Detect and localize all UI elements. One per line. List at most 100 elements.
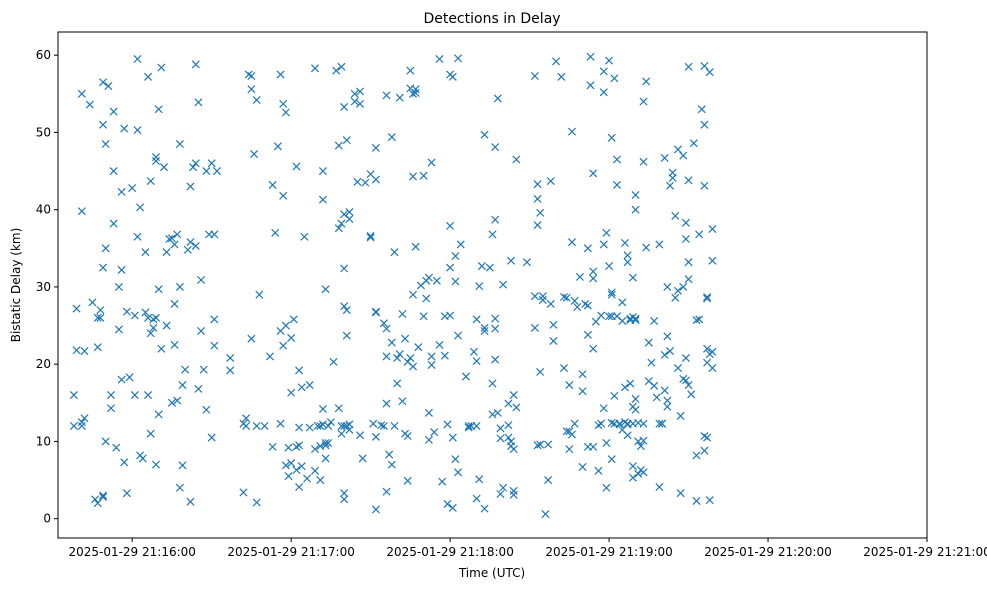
data-point <box>499 280 508 289</box>
data-point <box>96 306 105 315</box>
data-point <box>146 429 155 438</box>
data-point <box>109 167 118 176</box>
x-tick-label: 2025-01-29 21:16:00 <box>68 545 195 559</box>
data-point <box>297 383 306 392</box>
data-point <box>242 421 251 431</box>
data-point <box>708 224 717 234</box>
data-point <box>456 240 465 249</box>
plot-frame <box>57 31 928 539</box>
data-point <box>128 184 137 193</box>
data-point <box>99 493 108 502</box>
data-point <box>618 298 627 307</box>
data-point <box>284 443 293 452</box>
data-point <box>602 228 611 237</box>
data-point <box>138 454 147 463</box>
data-point <box>77 421 86 431</box>
data-point <box>342 136 351 145</box>
data-point <box>408 172 418 181</box>
data-point <box>252 498 261 507</box>
data-point <box>130 311 139 320</box>
data-point <box>210 341 219 350</box>
data-point <box>281 108 290 117</box>
data-point <box>390 421 399 431</box>
data-point <box>316 476 325 485</box>
data-point <box>491 355 500 364</box>
data-point <box>379 319 388 328</box>
data-point <box>101 139 110 149</box>
data-point <box>247 334 256 343</box>
data-point <box>186 497 195 506</box>
data-point <box>631 394 640 403</box>
data-point <box>265 352 274 361</box>
data-point <box>93 499 102 508</box>
data-point <box>631 316 640 325</box>
data-point <box>260 421 269 431</box>
data-point <box>106 404 116 413</box>
data-point <box>567 430 577 439</box>
data-point <box>313 421 322 431</box>
data-point <box>544 476 553 485</box>
data-point <box>663 396 672 405</box>
y-tick-label: 50 <box>36 125 51 139</box>
data-point <box>504 399 513 408</box>
data-point <box>692 451 701 460</box>
data-point <box>387 338 396 347</box>
data-point <box>194 384 203 393</box>
data-point <box>321 285 330 294</box>
data-point <box>77 418 86 427</box>
data-point <box>382 399 391 408</box>
data-point <box>578 462 587 471</box>
data-point <box>607 290 616 299</box>
data-point <box>154 285 163 294</box>
data-point <box>424 273 433 282</box>
data-point <box>708 364 717 373</box>
data-point <box>377 421 386 430</box>
data-point <box>461 372 471 381</box>
data-point <box>69 421 78 431</box>
data-point <box>530 323 539 332</box>
data-point <box>191 159 200 168</box>
data-point <box>628 462 637 471</box>
data-point <box>255 290 264 299</box>
data-point <box>310 64 320 73</box>
data-point <box>583 330 592 339</box>
data-point <box>186 182 195 191</box>
data-point <box>337 219 346 228</box>
data-point <box>671 211 680 220</box>
data-point <box>586 81 595 90</box>
data-point <box>496 434 505 443</box>
data-point <box>379 421 388 431</box>
data-point <box>567 127 577 136</box>
data-point <box>419 312 428 321</box>
data-point <box>144 313 153 322</box>
data-point <box>599 88 608 97</box>
data-point <box>324 421 333 431</box>
data-point <box>538 292 547 301</box>
data-point <box>125 373 134 382</box>
data-point <box>173 396 182 405</box>
data-point <box>321 454 330 463</box>
data-point <box>197 326 206 335</box>
data-point <box>607 133 616 142</box>
data-point <box>533 221 542 230</box>
data-point <box>157 344 166 353</box>
data-point <box>146 177 155 186</box>
data-point <box>599 404 608 413</box>
data-point <box>485 263 494 272</box>
data-point <box>422 294 431 303</box>
data-point <box>673 364 682 373</box>
data-point <box>398 397 407 406</box>
data-point <box>93 343 102 352</box>
data-point <box>77 207 86 216</box>
data-point <box>454 54 463 63</box>
data-point <box>687 390 696 399</box>
data-point <box>104 82 113 91</box>
data-point <box>191 241 200 251</box>
data-point <box>618 316 627 325</box>
data-point <box>340 495 349 504</box>
data-point <box>382 352 391 361</box>
y-tick-label: 0 <box>43 512 51 526</box>
data-point <box>149 323 158 332</box>
data-point <box>99 263 108 272</box>
data-point <box>552 57 561 66</box>
